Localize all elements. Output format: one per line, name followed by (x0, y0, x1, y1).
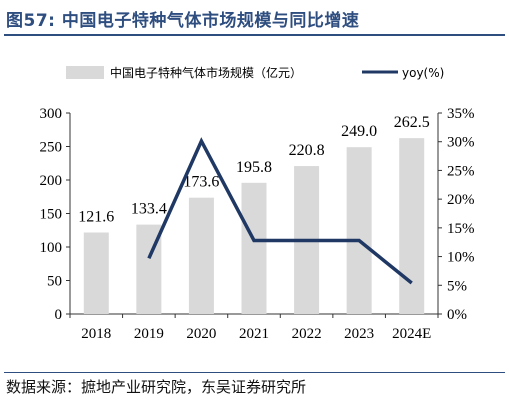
right-tick-label: 15% (447, 221, 475, 237)
x-tick-label: 2022 (292, 326, 322, 342)
left-tick-label: 100 (40, 240, 63, 256)
left-tick-label: 0 (55, 307, 63, 323)
right-tick-label: 30% (447, 135, 475, 151)
legend-line-label: yoy(%) (402, 66, 444, 80)
yoy-series-line (147, 137, 413, 285)
bar (346, 147, 372, 314)
data-source: 数据来源：摭地产业研究院，东吴证券研究所 (6, 378, 307, 396)
right-tick-label: 35% (447, 106, 475, 122)
bar-data-label: 195.8 (236, 159, 272, 176)
left-tick-label: 200 (40, 173, 63, 189)
x-tick-label: 2024E (392, 326, 431, 342)
x-tick-label: 2018 (81, 326, 111, 342)
right-tick-label: 25% (447, 163, 475, 179)
left-tick-label: 150 (40, 207, 63, 223)
bar-data-label: 262.5 (394, 114, 430, 131)
x-tick-label: 2020 (186, 326, 216, 342)
legend: 中国电子特种气体市场规模（亿元） yoy(%) (66, 65, 444, 80)
bar-data-label: 133.4 (131, 201, 167, 218)
axes: 0 50 100 150 200 250 300 0% 5% 10% 15% 20% 25% 30% 35%… (40, 106, 475, 342)
x-tick-label: 2023 (344, 326, 374, 342)
x-tick-label: 2021 (239, 326, 269, 342)
bar-data-label: 173.6 (183, 174, 219, 191)
bar-data-label: 249.0 (341, 123, 377, 140)
bar (241, 182, 267, 314)
right-tick-label: 10% (447, 250, 475, 266)
x-tick-label: 2019 (134, 326, 164, 342)
title-divider (4, 34, 505, 36)
legend-bar-label: 中国电子特种气体市场规模（亿元） (110, 65, 302, 80)
bar (83, 232, 109, 314)
right-tick-label: 20% (447, 192, 475, 208)
left-tick-label: 250 (40, 140, 63, 156)
bar (399, 138, 425, 314)
bar-labels: 121.6 133.4 173.6 195.8 220.8 249.0 262.5 (78, 114, 429, 225)
chart: 中国电子特种气体市场规模（亿元） yoy(%) 0 50 100 150 200 250 3… (40, 65, 475, 342)
legend-bar-swatch (66, 66, 104, 79)
source-divider (4, 372, 505, 373)
bar-data-label: 220.8 (289, 142, 325, 159)
chart-title: 图57: 中国电子特种气体市场规模与同比增速 (6, 11, 360, 31)
yoy-line (147, 137, 413, 285)
right-tick-label: 5% (447, 278, 467, 294)
left-tick-label: 300 (40, 106, 63, 122)
left-tick-label: 50 (47, 274, 62, 290)
bar (188, 197, 214, 314)
right-tick-label: 0% (447, 307, 467, 323)
bar-data-label: 121.6 (78, 209, 114, 226)
